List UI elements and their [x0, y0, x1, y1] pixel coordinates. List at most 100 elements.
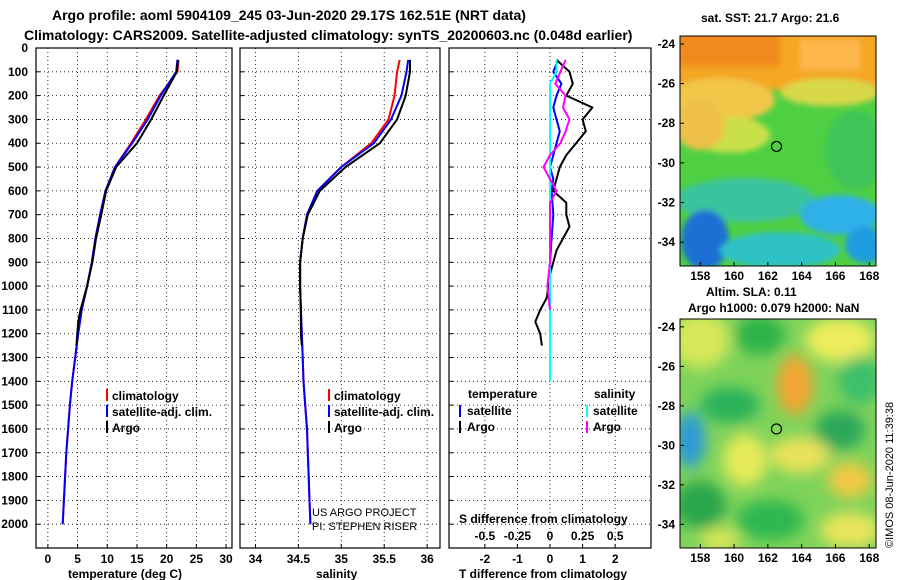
- map-lon-tick-label: 164: [792, 551, 812, 565]
- depth-tick-label: 1100: [2, 303, 28, 317]
- credit-pi: PI: STEPHEN RISER: [312, 521, 417, 533]
- series-line-temperature-satellite: [547, 59, 563, 299]
- salinity-panel-frame: [239, 47, 441, 549]
- sst-map-argo-marker: [770, 140, 783, 153]
- depth-tick-label: 1400: [1, 374, 28, 388]
- legend-climatology-label: climatology: [112, 389, 179, 403]
- map-lat-tick-label: -26: [658, 77, 676, 91]
- legend-sal-argo-label: Argo: [593, 420, 621, 434]
- map-lon-tick-label: 158: [690, 269, 710, 283]
- legend-satellite-label: satellite-adj. clim.: [334, 405, 434, 419]
- temperature-tick-label: 25: [190, 552, 204, 566]
- legend-temperature-title: temperature: [468, 387, 538, 401]
- legend-sal-satellite-label: satellite: [593, 404, 638, 418]
- map-lat-tick-label: -24: [658, 37, 676, 51]
- sal-diff-tick-label: 0: [547, 529, 554, 543]
- map-lat-tick-label: -30: [658, 156, 676, 170]
- legend-satellite-label: satellite-adj. clim.: [112, 405, 212, 419]
- map-lon-tick-label: 158: [690, 551, 710, 565]
- map-lon-tick-label: 162: [758, 551, 778, 565]
- map-lon-tick-label: 162: [758, 269, 778, 283]
- temp-diff-tick-label: 1: [579, 552, 586, 566]
- sal-diff-tick-label: 0.5: [607, 529, 624, 543]
- temperature-tick-label: 10: [101, 552, 115, 566]
- depth-tick-label: 900: [8, 255, 28, 269]
- header-line-1: Argo profile: aoml 5904109_245 03-Jun-20…: [52, 7, 526, 23]
- sla-map-argo-marker: [770, 423, 783, 435]
- series-line-temperature-argo: [534, 59, 594, 346]
- depth-tick-label: 1900: [1, 493, 28, 507]
- map-lat-tick-label: -32: [658, 196, 676, 210]
- map-lat-tick-label: -26: [658, 359, 676, 373]
- depth-axis: 0 100 200 300 400 500 600 700 800 900 1000 1100 1200…: [1, 41, 453, 531]
- map-lon-tick-label: 168: [859, 269, 879, 283]
- map-lon-tick-label: 164: [792, 269, 812, 283]
- sla-map-title-1: Altim. SLA: 0.11: [706, 285, 797, 299]
- temperature-tick-label: 5: [74, 552, 81, 566]
- header-line-2: Climatology: CARS2009. Satellite-adjuste…: [24, 27, 632, 43]
- depth-tick-label: 1700: [1, 446, 28, 460]
- map-lon-tick-label: 160: [724, 551, 744, 565]
- sal-diff-tick-label: -0.25: [504, 529, 532, 543]
- sla-map-axes: -24 -26 -28 -30 -32 -34 158 160 162 164 166 168: [658, 320, 880, 565]
- salinity-tick-label: 34: [249, 552, 263, 566]
- difference-lines: [534, 59, 594, 382]
- map-lat-tick-label: -24: [658, 320, 676, 334]
- salinity-difference-title: S difference from climatology: [459, 512, 628, 526]
- legend-temp-satellite-label: satellite: [467, 404, 512, 418]
- map-lat-tick-label: -34: [658, 235, 676, 249]
- temp-diff-tick-label: 0: [547, 552, 554, 566]
- depth-tick-label: 800: [8, 231, 28, 245]
- salinity-tick-label: 35: [335, 552, 349, 566]
- legend-temp-argo-label: Argo: [467, 420, 495, 434]
- salinity-tick-label: 34.5: [287, 552, 311, 566]
- temperature-tick-label: 15: [130, 552, 144, 566]
- salinity-xlabel: salinity: [316, 567, 358, 580]
- temperature-panel-frame: [35, 47, 233, 549]
- footer-timestamp: ©IMOS 08-Jun-2020 11:39:38: [884, 402, 896, 548]
- salinity-lines: [299, 59, 411, 525]
- temperature-legend: climatology satellite-adj. clim. Argo: [106, 389, 212, 435]
- depth-tick-label: 1300: [1, 351, 28, 365]
- sla-map-frame: [679, 318, 877, 549]
- salinity-tick-label: 35.5: [373, 552, 397, 566]
- temperature-tick-label: 30: [219, 552, 233, 566]
- x-axes: 0 5 10 15 20 25 30 34 34.5 35 35.5 36 -2 -1 0 1 2 -0.5 -0.…: [45, 529, 624, 566]
- temp-diff-tick-label: -2: [480, 552, 491, 566]
- salinity-legend: climatology satellite-adj. clim. Argo: [328, 389, 434, 435]
- temperature-tick-label: 20: [160, 552, 174, 566]
- depth-tick-label: 100: [8, 65, 28, 79]
- legend-argo-label: Argo: [112, 421, 140, 435]
- map-lon-tick-label: 166: [825, 269, 845, 283]
- map-lat-tick-label: -32: [658, 478, 676, 492]
- depth-tick-label: 2000: [1, 517, 28, 531]
- difference-legend: temperature salinity satellite Argo sate…: [459, 387, 638, 434]
- depth-tick-label: 1000: [1, 279, 28, 293]
- temperature-lines: [61, 59, 180, 525]
- depth-tick-label: 700: [8, 208, 28, 222]
- depth-tick-label: 400: [8, 136, 28, 150]
- legend-climatology-label: climatology: [334, 389, 401, 403]
- map-lat-tick-label: -28: [658, 399, 676, 413]
- sst-map-title: sat. SST: 21.7 Argo: 21.6: [701, 11, 840, 25]
- legend-salinity-title: salinity: [594, 387, 636, 401]
- series-line-salinity-argo: [542, 59, 571, 311]
- sal-diff-tick-label: -0.5: [474, 529, 495, 543]
- depth-tick-label: 200: [8, 89, 28, 103]
- series-line-satellite-adj-clim-: [61, 59, 179, 525]
- depth-tick-label: 300: [8, 112, 28, 126]
- sst-map: [680, 36, 876, 266]
- depth-tick-label: 500: [8, 160, 28, 174]
- temperature-xlabel: temperature (deg C): [68, 567, 182, 580]
- sst-map-axes: -24 -26 -28 -30 -32 -34 158 160 162 164 166 168: [658, 37, 880, 283]
- legend-argo-label: Argo: [334, 421, 362, 435]
- series-line-argo: [75, 59, 179, 346]
- map-lon-tick-label: 160: [724, 269, 744, 283]
- depth-tick-label: 1200: [1, 327, 28, 341]
- depth-tick-label: 600: [8, 184, 28, 198]
- depth-tick-label: 1500: [1, 398, 28, 412]
- map-lat-tick-label: -30: [658, 438, 676, 452]
- map-lon-tick-label: 166: [825, 551, 845, 565]
- map-lat-tick-label: -34: [658, 517, 676, 531]
